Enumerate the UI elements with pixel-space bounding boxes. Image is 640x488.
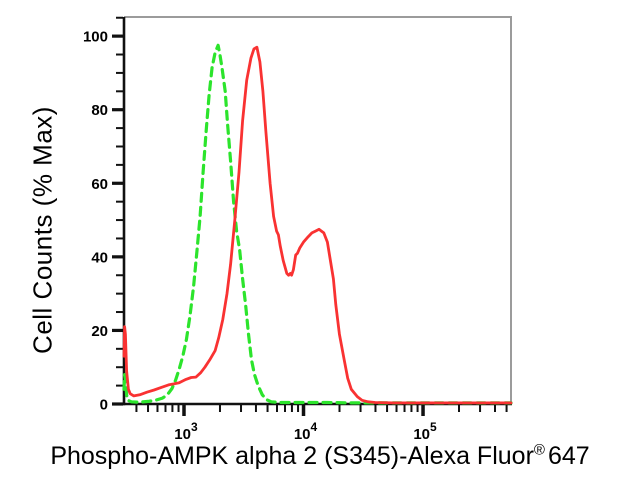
y-tick-label: 0 (100, 397, 108, 414)
y-tick-label: 20 (91, 323, 108, 340)
x-axis-title-main: Phospho-AMPK alpha 2 (S345)-Alexa Fluor (50, 442, 534, 470)
x-axis-title-value: 647 (547, 442, 590, 470)
y-tick-label: 40 (91, 249, 108, 266)
x-tick-label: 103 (174, 420, 198, 443)
secondary-antibody-control-curve (122, 43, 513, 405)
x-tick-label: 104 (294, 420, 318, 443)
registered-trademark-symbol: ® (533, 441, 545, 459)
y-tick-label: 100 (83, 29, 108, 46)
x-axis-title: Phospho-AMPK alpha 2 (S345)-Alexa Fluor®… (0, 442, 640, 471)
x-tick-label: 105 (413, 420, 437, 443)
y-tick-label: 80 (91, 102, 108, 119)
y-tick-label: 60 (91, 176, 108, 193)
phospho-ampk-alpha-2-s345-alexa-fluor-647-curve (122, 45, 513, 405)
y-axis-title: Cell Counts (% Max) (27, 106, 58, 354)
